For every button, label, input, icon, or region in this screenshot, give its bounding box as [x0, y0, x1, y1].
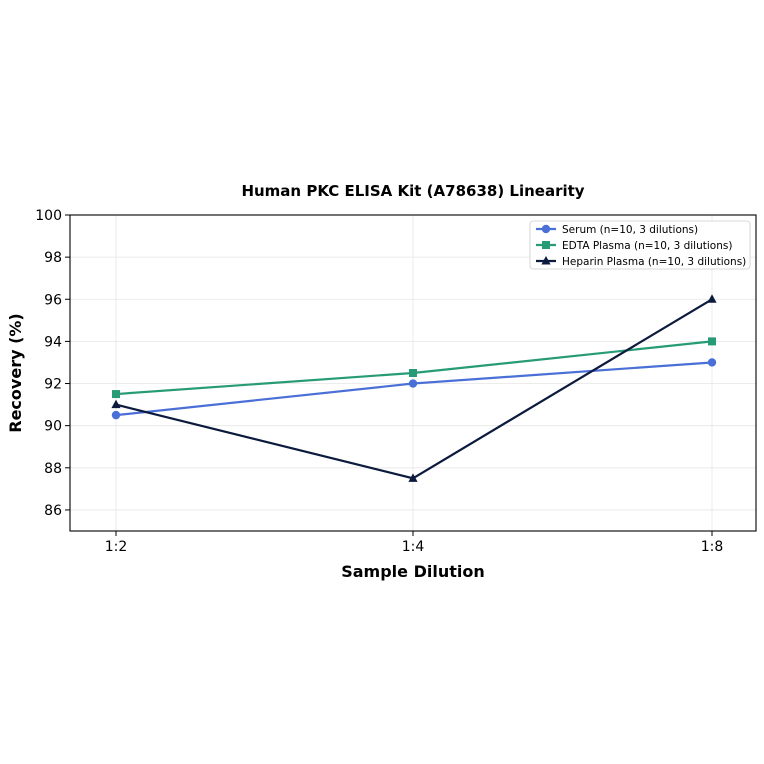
- legend-marker: [541, 224, 551, 234]
- y-tick-label: 100: [35, 208, 62, 224]
- legend-marker: [541, 256, 551, 265]
- data-point: [408, 379, 418, 388]
- data-point: [408, 473, 418, 482]
- y-tick-label: 88: [44, 461, 62, 477]
- data-point: [409, 369, 417, 377]
- x-tick-label: 1:2: [105, 539, 128, 555]
- series-layer: [111, 294, 717, 482]
- data-point: [112, 390, 120, 399]
- y-axis-label: Recovery (%): [6, 313, 25, 432]
- legend-label: Serum (n=10, 3 dilutions): [562, 224, 698, 236]
- tick-layer: 86 88 90 92 94 96 98 100 1:2 1:4 1:8: [35, 208, 723, 555]
- y-tick-label: 92: [44, 377, 62, 393]
- x-tick-label: 1:8: [701, 539, 724, 555]
- legend-marker: [542, 241, 550, 249]
- data-point: [708, 337, 716, 346]
- data-point: [111, 399, 121, 409]
- y-tick-label: 96: [44, 292, 62, 308]
- y-tick-label: 90: [44, 419, 62, 435]
- y-tick-label: 86: [44, 503, 62, 519]
- data-point: [111, 410, 121, 420]
- series-group: [111, 294, 717, 482]
- series-group: [111, 358, 717, 420]
- legend-label: Heparin Plasma (n=10, 3 dilutions): [562, 256, 746, 268]
- y-tick-label: 94: [44, 334, 62, 350]
- series-group: [112, 337, 716, 399]
- legend: Serum (n=10, 3 dilutions) EDTA Plasma (n=…: [529, 220, 751, 270]
- legend-box: [529, 220, 751, 270]
- x-tick-label: 1:4: [402, 539, 425, 555]
- chart-title: Human PKC ELISA Kit (A78638) Linearity: [241, 182, 584, 200]
- x-axis-label: Sample Dilution: [341, 562, 485, 581]
- y-tick-label: 98: [44, 250, 62, 266]
- data-point: [707, 294, 717, 303]
- legend-label: EDTA Plasma (n=10, 3 dilutions): [562, 240, 732, 252]
- data-point: [707, 358, 717, 367]
